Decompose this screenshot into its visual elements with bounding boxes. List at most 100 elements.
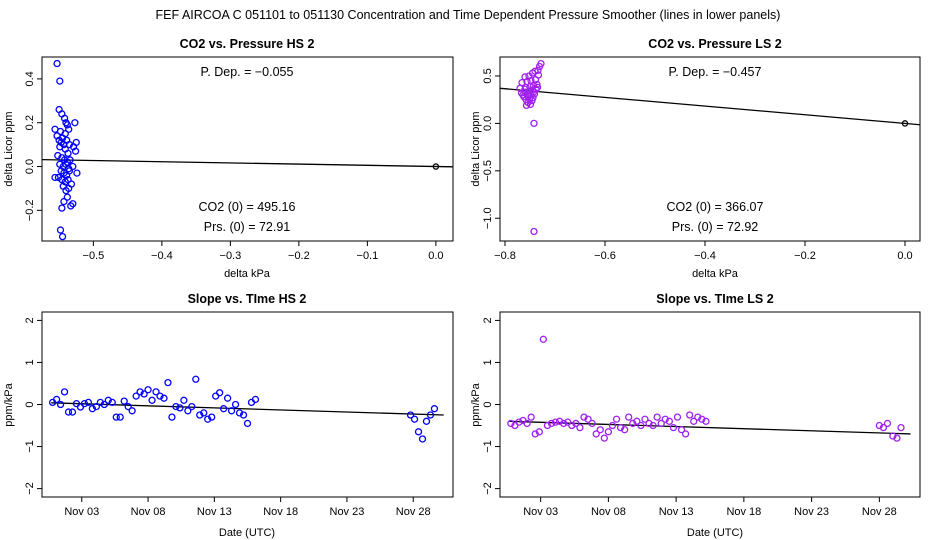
data-point [53, 59, 61, 68]
x-axis-label: delta kPa [224, 268, 271, 280]
data-point [653, 413, 661, 421]
data-point [64, 408, 73, 416]
data-point [560, 419, 568, 428]
data-point [616, 423, 625, 432]
x-tick-label: Nov 13 [197, 506, 232, 518]
data-point [430, 405, 439, 413]
data-point [530, 227, 538, 236]
data-point [192, 375, 200, 383]
data-point [132, 392, 140, 400]
x-axis-label: Date (UTC) [219, 527, 275, 539]
data-point [522, 101, 531, 110]
data-point [251, 395, 260, 404]
data-point [61, 130, 69, 138]
y-tick-label: 0 [24, 401, 36, 407]
data-point [539, 335, 548, 343]
data-point [584, 415, 592, 423]
data-point [596, 426, 604, 434]
panel-title: Slope vs. TIme LS 2 [656, 292, 773, 306]
y-tick-label: −2 [482, 482, 494, 495]
data-point [526, 100, 535, 109]
data-point [148, 396, 156, 404]
y-axis-label: ppm/kPa [470, 382, 482, 426]
data-point [176, 404, 184, 412]
data-point [410, 415, 419, 423]
data-point [555, 417, 564, 425]
y-tick-label: −1.0 [482, 207, 494, 229]
y-tick-label: 0.0 [482, 116, 494, 131]
y-tick-label: −0.5 [482, 160, 494, 182]
data-point [426, 411, 435, 419]
data-point [533, 80, 541, 89]
data-point [112, 413, 120, 421]
data-point [58, 204, 66, 212]
fit-line [51, 402, 444, 416]
data-point [535, 428, 543, 436]
data-point [414, 428, 423, 436]
data-point [661, 415, 669, 423]
data-point [528, 96, 536, 105]
data-point [883, 419, 892, 428]
data-point [507, 419, 515, 428]
plot-area: −0.5 −0.4 −0.3 −0.2 −0.1 0.0 −0.2 0.0 0.2 0.4 [24, 56, 454, 262]
data-point [620, 426, 629, 434]
panel-co2-vs-pressure-ls: CO2 vs. Pressure LS 2 P. Dep. = −0.457 C… [470, 37, 921, 280]
data-point [677, 426, 686, 434]
data-point [65, 125, 73, 133]
data-point [547, 419, 556, 428]
data-point [66, 156, 74, 164]
data-point [71, 119, 79, 127]
data-point [65, 167, 74, 175]
data-point [152, 388, 160, 396]
data-point [156, 392, 164, 400]
data-point [893, 434, 901, 442]
x-tick-label: −0.6 [594, 250, 616, 262]
data-point [208, 413, 216, 421]
y-tick-label: 0.2 [24, 115, 36, 130]
data-point [681, 430, 690, 438]
y-tick-label: −2 [24, 482, 36, 495]
data-point [80, 400, 89, 408]
co2-zero-annotation: CO2 (0) = 495.16 [199, 200, 296, 214]
data-point [645, 419, 653, 428]
data-point [533, 83, 542, 92]
data-point [68, 408, 77, 416]
data-point [568, 421, 576, 430]
data-point [219, 405, 228, 413]
x-tick-label: −0.5 [83, 250, 105, 262]
data-point [58, 232, 67, 241]
data-point [702, 417, 710, 425]
x-tick-label: Nov 23 [330, 506, 365, 518]
data-point [525, 87, 533, 95]
data-point [879, 423, 888, 432]
data-point [96, 398, 104, 407]
y-axis-label: delta Licor ppm [470, 111, 482, 186]
x-tick-label: Nov 03 [523, 506, 558, 518]
y-axis-label: ppm/kPa [3, 382, 15, 426]
data-point [144, 386, 152, 394]
data-point [875, 421, 884, 430]
data-point [64, 176, 72, 184]
data-point [239, 411, 248, 419]
panel-title: Slope vs. TIme HS 2 [188, 292, 307, 306]
data-point [216, 389, 224, 397]
data-point [698, 415, 706, 423]
data-point [63, 121, 71, 129]
plot-area: Nov 03 Nov 08 Nov 13 Nov 18 Nov 23 Nov 28 −2 −1… [24, 311, 454, 518]
data-point [84, 398, 93, 407]
data-point [227, 407, 236, 415]
panel-title: CO2 vs. Pressure HS 2 [180, 37, 315, 51]
data-point [76, 403, 85, 411]
data-point [665, 417, 674, 425]
data-point [100, 400, 108, 409]
pdep-annotation: P. Dep. = −0.055 [201, 65, 294, 79]
x-tick-label: −0.3 [220, 250, 242, 262]
data-point [551, 418, 560, 426]
data-point [223, 394, 232, 402]
data-point [56, 400, 65, 409]
data-point [92, 402, 101, 411]
data-point [140, 390, 148, 398]
data-point [67, 202, 75, 210]
data-point [516, 84, 524, 92]
x-axis-label: delta kPa [692, 268, 739, 280]
